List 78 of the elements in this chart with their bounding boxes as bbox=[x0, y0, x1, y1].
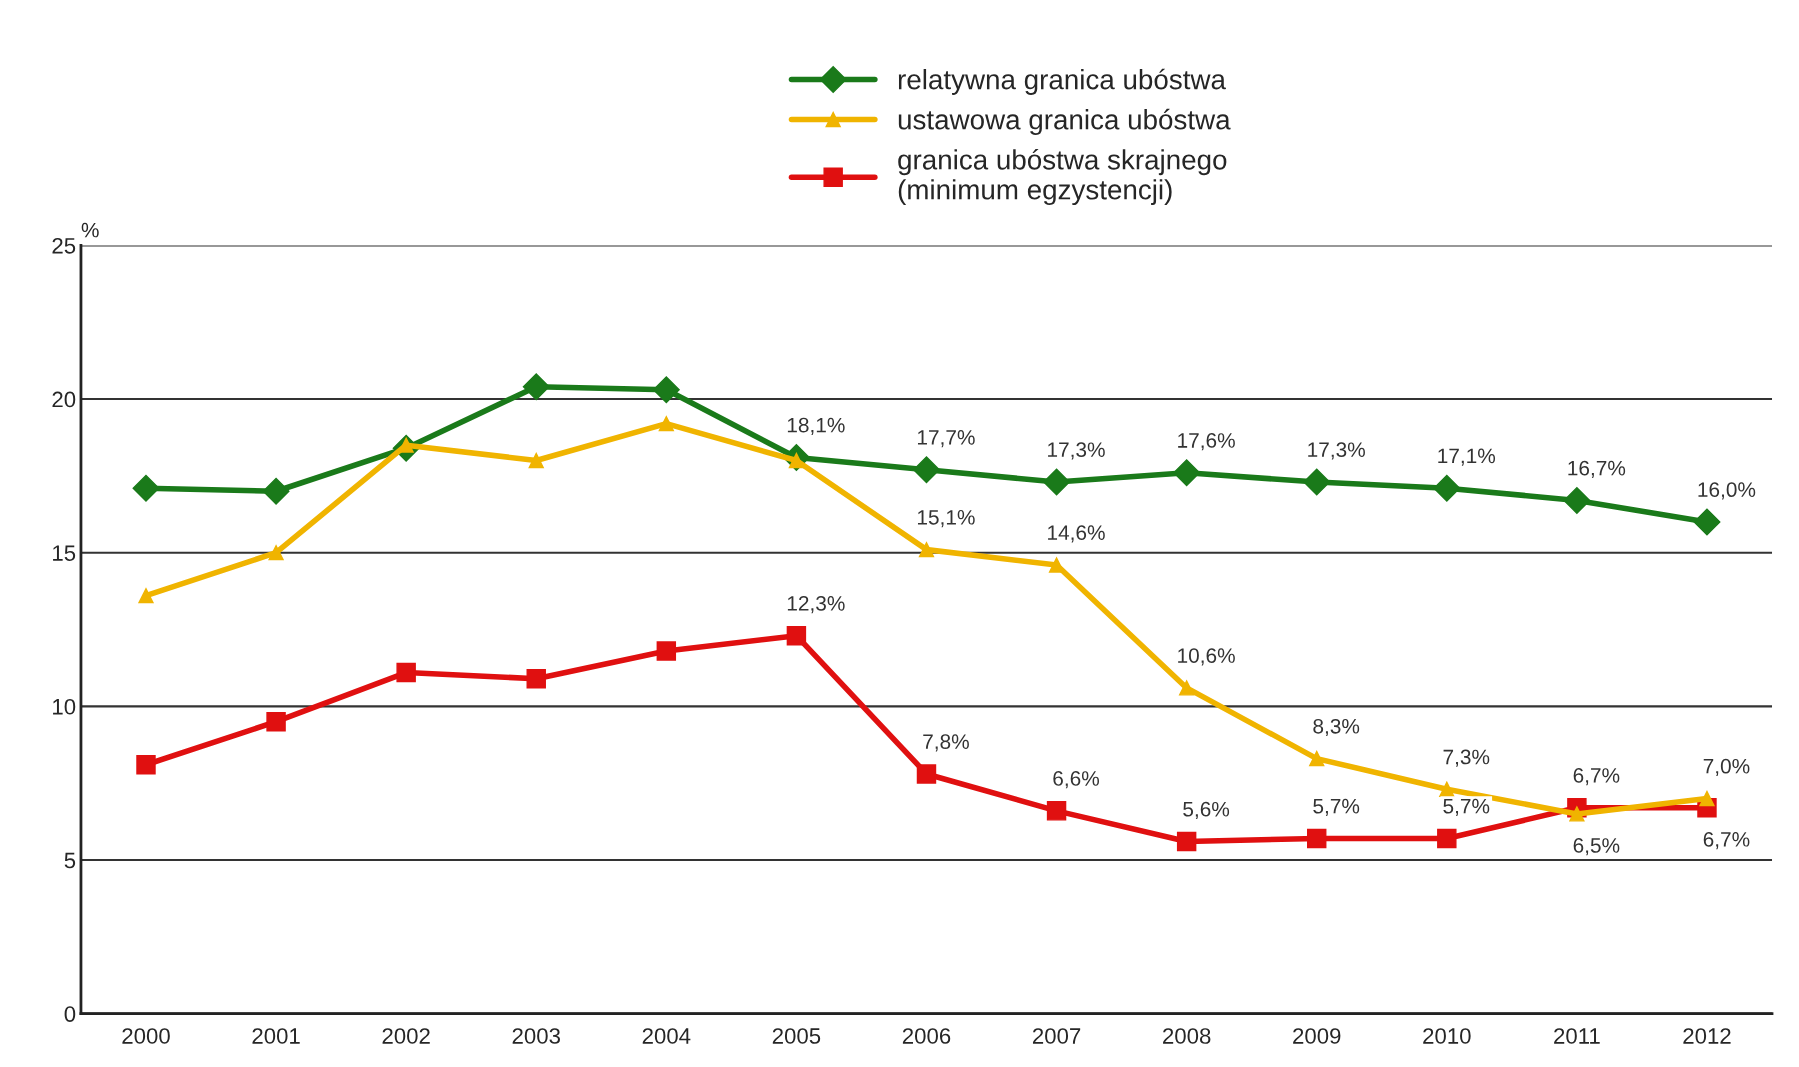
point bbox=[268, 545, 284, 561]
data-label: 7,3% bbox=[1443, 749, 1490, 767]
point bbox=[1569, 806, 1585, 822]
data-label: 6,7% bbox=[1573, 768, 1620, 786]
x-tick-label: 2003 bbox=[512, 1028, 560, 1044]
data-label: 7,0% bbox=[1703, 758, 1750, 777]
point bbox=[656, 641, 677, 661]
data-label: 5,7% bbox=[1313, 798, 1360, 816]
point bbox=[526, 668, 546, 689]
point bbox=[266, 711, 286, 732]
data-label: 17,3% bbox=[1308, 442, 1365, 460]
y-tick-label: 5 bbox=[64, 852, 76, 869]
point bbox=[1307, 828, 1327, 849]
point bbox=[913, 456, 940, 484]
point bbox=[132, 474, 160, 502]
data-label: 18,1% bbox=[787, 417, 845, 435]
x-tick-label: 2005 bbox=[772, 1028, 821, 1044]
point bbox=[658, 416, 674, 432]
y-tick-label: 20 bbox=[52, 391, 76, 408]
point bbox=[918, 541, 935, 558]
data-label: 16,0% bbox=[1698, 482, 1756, 500]
data-label: 12,3% bbox=[787, 595, 845, 614]
x-tick-label: 2004 bbox=[642, 1028, 691, 1044]
point bbox=[1693, 508, 1721, 536]
data-label: 17,3% bbox=[1048, 442, 1105, 460]
x-tick-label: 2010 bbox=[1423, 1028, 1471, 1044]
point bbox=[136, 755, 156, 775]
x-tick-label: 2002 bbox=[382, 1028, 430, 1044]
point bbox=[1179, 680, 1195, 696]
legend-label: ustawowa granica ubóstwa bbox=[898, 108, 1231, 136]
point bbox=[1437, 828, 1457, 849]
point bbox=[1043, 468, 1071, 496]
data-label: 16,7% bbox=[1568, 460, 1626, 478]
x-tick-label: 2000 bbox=[122, 1028, 170, 1044]
data-label: 7,8% bbox=[923, 734, 969, 752]
point bbox=[1563, 487, 1591, 514]
data-label: 6,6% bbox=[1053, 771, 1100, 789]
data-label: 6,7% bbox=[1703, 831, 1750, 850]
point bbox=[262, 477, 290, 505]
point bbox=[786, 625, 807, 646]
x-tick-label: 2001 bbox=[252, 1028, 300, 1044]
point bbox=[528, 452, 544, 469]
data-label: 8,3% bbox=[1313, 718, 1360, 737]
x-tick-label: 2009 bbox=[1293, 1028, 1341, 1044]
point bbox=[1699, 790, 1715, 807]
data-label: 5,6% bbox=[1183, 801, 1230, 820]
point bbox=[1309, 750, 1325, 767]
data-label: 5,7% bbox=[1443, 798, 1490, 816]
legend-label: relatywna granica ubóstwa bbox=[898, 68, 1226, 95]
point bbox=[522, 373, 550, 401]
x-tick-label: 2011 bbox=[1554, 1028, 1600, 1044]
x-tick-label: 2007 bbox=[1032, 1028, 1081, 1044]
x-tick-label: 2006 bbox=[902, 1028, 951, 1044]
point bbox=[396, 662, 416, 683]
data-label: 15,1% bbox=[917, 510, 975, 528]
point bbox=[916, 764, 937, 784]
y-tick-label: 10 bbox=[53, 698, 76, 715]
point bbox=[1303, 468, 1331, 496]
point bbox=[1046, 801, 1067, 821]
data-label: 17,7% bbox=[917, 430, 975, 448]
data-label: 6,5% bbox=[1573, 838, 1620, 856]
y-tick-label: 15 bbox=[53, 545, 76, 561]
y-tick-label: 25 bbox=[52, 237, 76, 254]
point bbox=[1173, 459, 1201, 487]
point bbox=[1433, 474, 1461, 502]
point bbox=[1439, 781, 1455, 797]
legend-label: granica ubóstwa skrajnego (minimum egzystencji) bbox=[898, 148, 1227, 206]
x-tick-label: 2012 bbox=[1683, 1028, 1731, 1044]
x-tick-label: 2008 bbox=[1163, 1028, 1211, 1044]
data-label: 17,1% bbox=[1438, 448, 1496, 466]
data-label: 14,6% bbox=[1048, 525, 1105, 543]
point bbox=[652, 376, 680, 404]
y-axis-title: % bbox=[81, 222, 99, 238]
point bbox=[1176, 831, 1197, 852]
data-label: 10,6% bbox=[1178, 648, 1235, 666]
y-tick-label: 0 bbox=[64, 1006, 76, 1022]
data-label: 17,6% bbox=[1178, 433, 1235, 451]
point bbox=[138, 588, 154, 604]
